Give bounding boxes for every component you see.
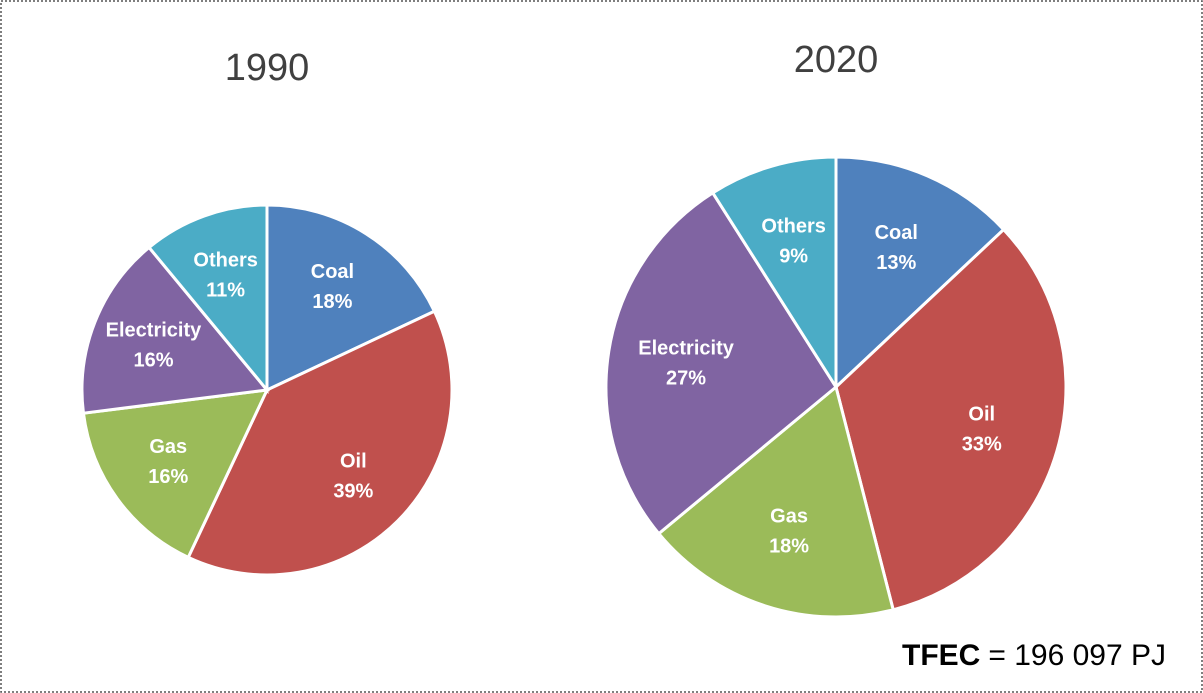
pie-slice	[265, 203, 437, 393]
slice-category: Others	[761, 216, 825, 238]
slice-value-label: 18%	[769, 536, 809, 558]
slice-category: Electricity	[638, 338, 734, 360]
pie-slice	[834, 227, 1068, 612]
slice-category: Oil	[968, 404, 995, 426]
slice-category: Coal	[875, 222, 918, 244]
slice-value-label: 39%	[333, 481, 373, 503]
slice-category: Gas	[770, 506, 808, 528]
pie-slice	[604, 190, 838, 536]
slice-value-label: 27%	[666, 368, 706, 390]
pie-slice	[656, 384, 896, 619]
footnote: TFEC = 196 097 PJ	[902, 639, 1166, 672]
slice-value-label: 9%	[779, 246, 808, 268]
chart-title: 2020	[794, 39, 879, 81]
slice-value-label: 16%	[148, 466, 188, 488]
slice-category: Others	[193, 249, 257, 271]
slice-category: Gas	[149, 436, 187, 458]
slice-value-label: 11%	[206, 279, 245, 301]
pie-slice	[186, 309, 454, 577]
pie-slice	[81, 388, 270, 560]
pie-slice	[710, 155, 838, 393]
slice-value-label: 16%	[133, 349, 173, 371]
chart-title: 1990	[225, 47, 310, 89]
pie-slice	[80, 245, 270, 415]
slice-category: Oil	[340, 451, 367, 473]
slice-value-label: 33%	[962, 434, 1002, 456]
slice-category: Coal	[311, 261, 354, 283]
pie-slice	[834, 155, 1006, 391]
slice-category: Electricity	[106, 319, 202, 341]
footnote-text: = 196 097 PJ	[988, 639, 1166, 672]
slice-value-label: 13%	[876, 252, 916, 274]
slice-value-label: 18%	[312, 291, 352, 313]
footnote-label: TFEC	[902, 639, 980, 672]
pie-slice	[146, 203, 269, 395]
